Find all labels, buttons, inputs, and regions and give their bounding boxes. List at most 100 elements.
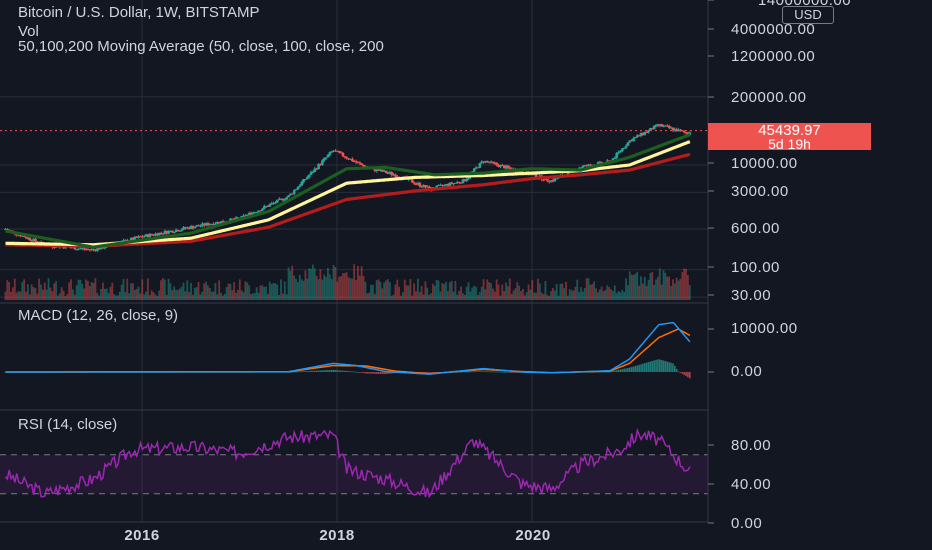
macd-histogram-bar: [377, 372, 380, 374]
volume-bar: [447, 291, 449, 300]
volume-bar: [531, 280, 534, 300]
volume-bar: [688, 285, 691, 300]
volume-bar: [263, 286, 266, 300]
candle-body: [171, 230, 174, 233]
price-axis-label: 200000.00: [731, 89, 807, 106]
candle-body: [330, 151, 334, 153]
candle-body: [489, 161, 493, 163]
macd-histogram-bar: [465, 371, 468, 373]
candle-body: [472, 168, 476, 172]
volume-bar: [432, 283, 434, 300]
macd-histogram-bar: [505, 371, 507, 373]
volume-bar: [360, 266, 363, 300]
volume-bar: [287, 267, 290, 300]
volume-bar: [193, 287, 196, 300]
macd-histogram-bar: [492, 371, 494, 373]
candle-body: [229, 218, 232, 223]
volume-bar: [169, 283, 172, 300]
candle-body: [167, 230, 170, 234]
rsi-axis-label: 0.00: [731, 515, 763, 532]
volume-bar: [495, 279, 498, 300]
candle-body: [531, 174, 534, 176]
volume-bar: [118, 291, 121, 300]
volume-bar: [555, 283, 558, 300]
macd-histogram-bar: [636, 365, 639, 372]
candle-body: [484, 160, 487, 163]
macd-histogram-bar: [362, 372, 365, 374]
volume-bar: [150, 290, 153, 300]
candle-body: [377, 169, 380, 171]
macd-histogram-bar: [349, 371, 352, 373]
currency-button[interactable]: USD: [782, 6, 834, 24]
candle-body: [589, 164, 592, 166]
candle-body: [396, 176, 399, 178]
volume-bar: [30, 284, 33, 300]
volume-bar: [19, 291, 22, 300]
candle-body: [187, 227, 191, 229]
candle-body: [62, 246, 65, 249]
volume-bar: [12, 287, 14, 300]
volume-bar: [92, 283, 95, 300]
volume-bar: [463, 294, 466, 300]
volume-legend: Vol: [18, 23, 39, 40]
candle-body: [276, 199, 279, 203]
volume-bar: [27, 284, 29, 300]
candle-body: [566, 171, 570, 176]
volume-bar: [533, 292, 536, 300]
macd-histogram-bar: [323, 370, 325, 372]
candle-body: [384, 170, 388, 173]
macd-histogram-bar: [358, 372, 361, 373]
candle-body: [322, 158, 326, 161]
candle-body: [639, 132, 643, 136]
volume-bar: [197, 281, 200, 300]
candle-body: [17, 234, 20, 236]
volume-bar: [171, 290, 174, 300]
macd-histogram-bar: [360, 372, 363, 373]
volume-bar: [435, 279, 438, 300]
volume-bar: [561, 283, 564, 300]
volume-bar: [630, 274, 633, 300]
candle-body: [382, 170, 386, 172]
volume-bar: [190, 282, 192, 300]
volume-bar: [673, 283, 676, 300]
candle-body: [292, 190, 296, 194]
candle-body: [624, 145, 628, 148]
candle-body: [197, 225, 200, 227]
candle-body: [454, 182, 457, 184]
candle-body: [619, 150, 622, 152]
candle-body: [482, 161, 485, 163]
volume-bar: [625, 278, 627, 300]
candle-body: [422, 185, 425, 187]
candle-body: [583, 165, 587, 167]
price-axis-label: 30.00: [731, 287, 772, 304]
macd-histogram-bar: [664, 361, 667, 372]
volume-bar: [418, 292, 421, 300]
volume-bar: [505, 282, 507, 300]
candle-body: [313, 168, 317, 172]
candle-body: [21, 235, 24, 237]
candle-body: [684, 132, 688, 134]
macd-histogram-bar: [321, 370, 324, 372]
volume-bar: [405, 285, 408, 300]
candle-body: [214, 223, 217, 226]
macd-histogram-bar: [475, 371, 477, 373]
candle-body: [379, 169, 382, 171]
macd-histogram-bar: [617, 369, 620, 372]
volume-bar: [553, 290, 556, 300]
price-axis-label: 14000000.00: [758, 0, 852, 9]
volume-bar: [195, 287, 198, 300]
volume-bar: [518, 285, 521, 300]
volume-bar: [293, 275, 296, 300]
volume-bar: [79, 279, 82, 300]
volume-bar: [379, 281, 382, 300]
macd-histogram-bar: [291, 371, 294, 373]
macd-histogram-bar: [627, 367, 629, 372]
volume-bar: [634, 273, 637, 300]
volume-bar: [604, 290, 607, 300]
volume-bar: [90, 281, 93, 300]
volume-bar: [244, 281, 247, 300]
bar-countdown: 5d 19h: [768, 136, 811, 152]
volume-bar: [456, 294, 459, 300]
macd-histogram-bar: [679, 372, 682, 373]
volume-bar: [268, 281, 271, 300]
